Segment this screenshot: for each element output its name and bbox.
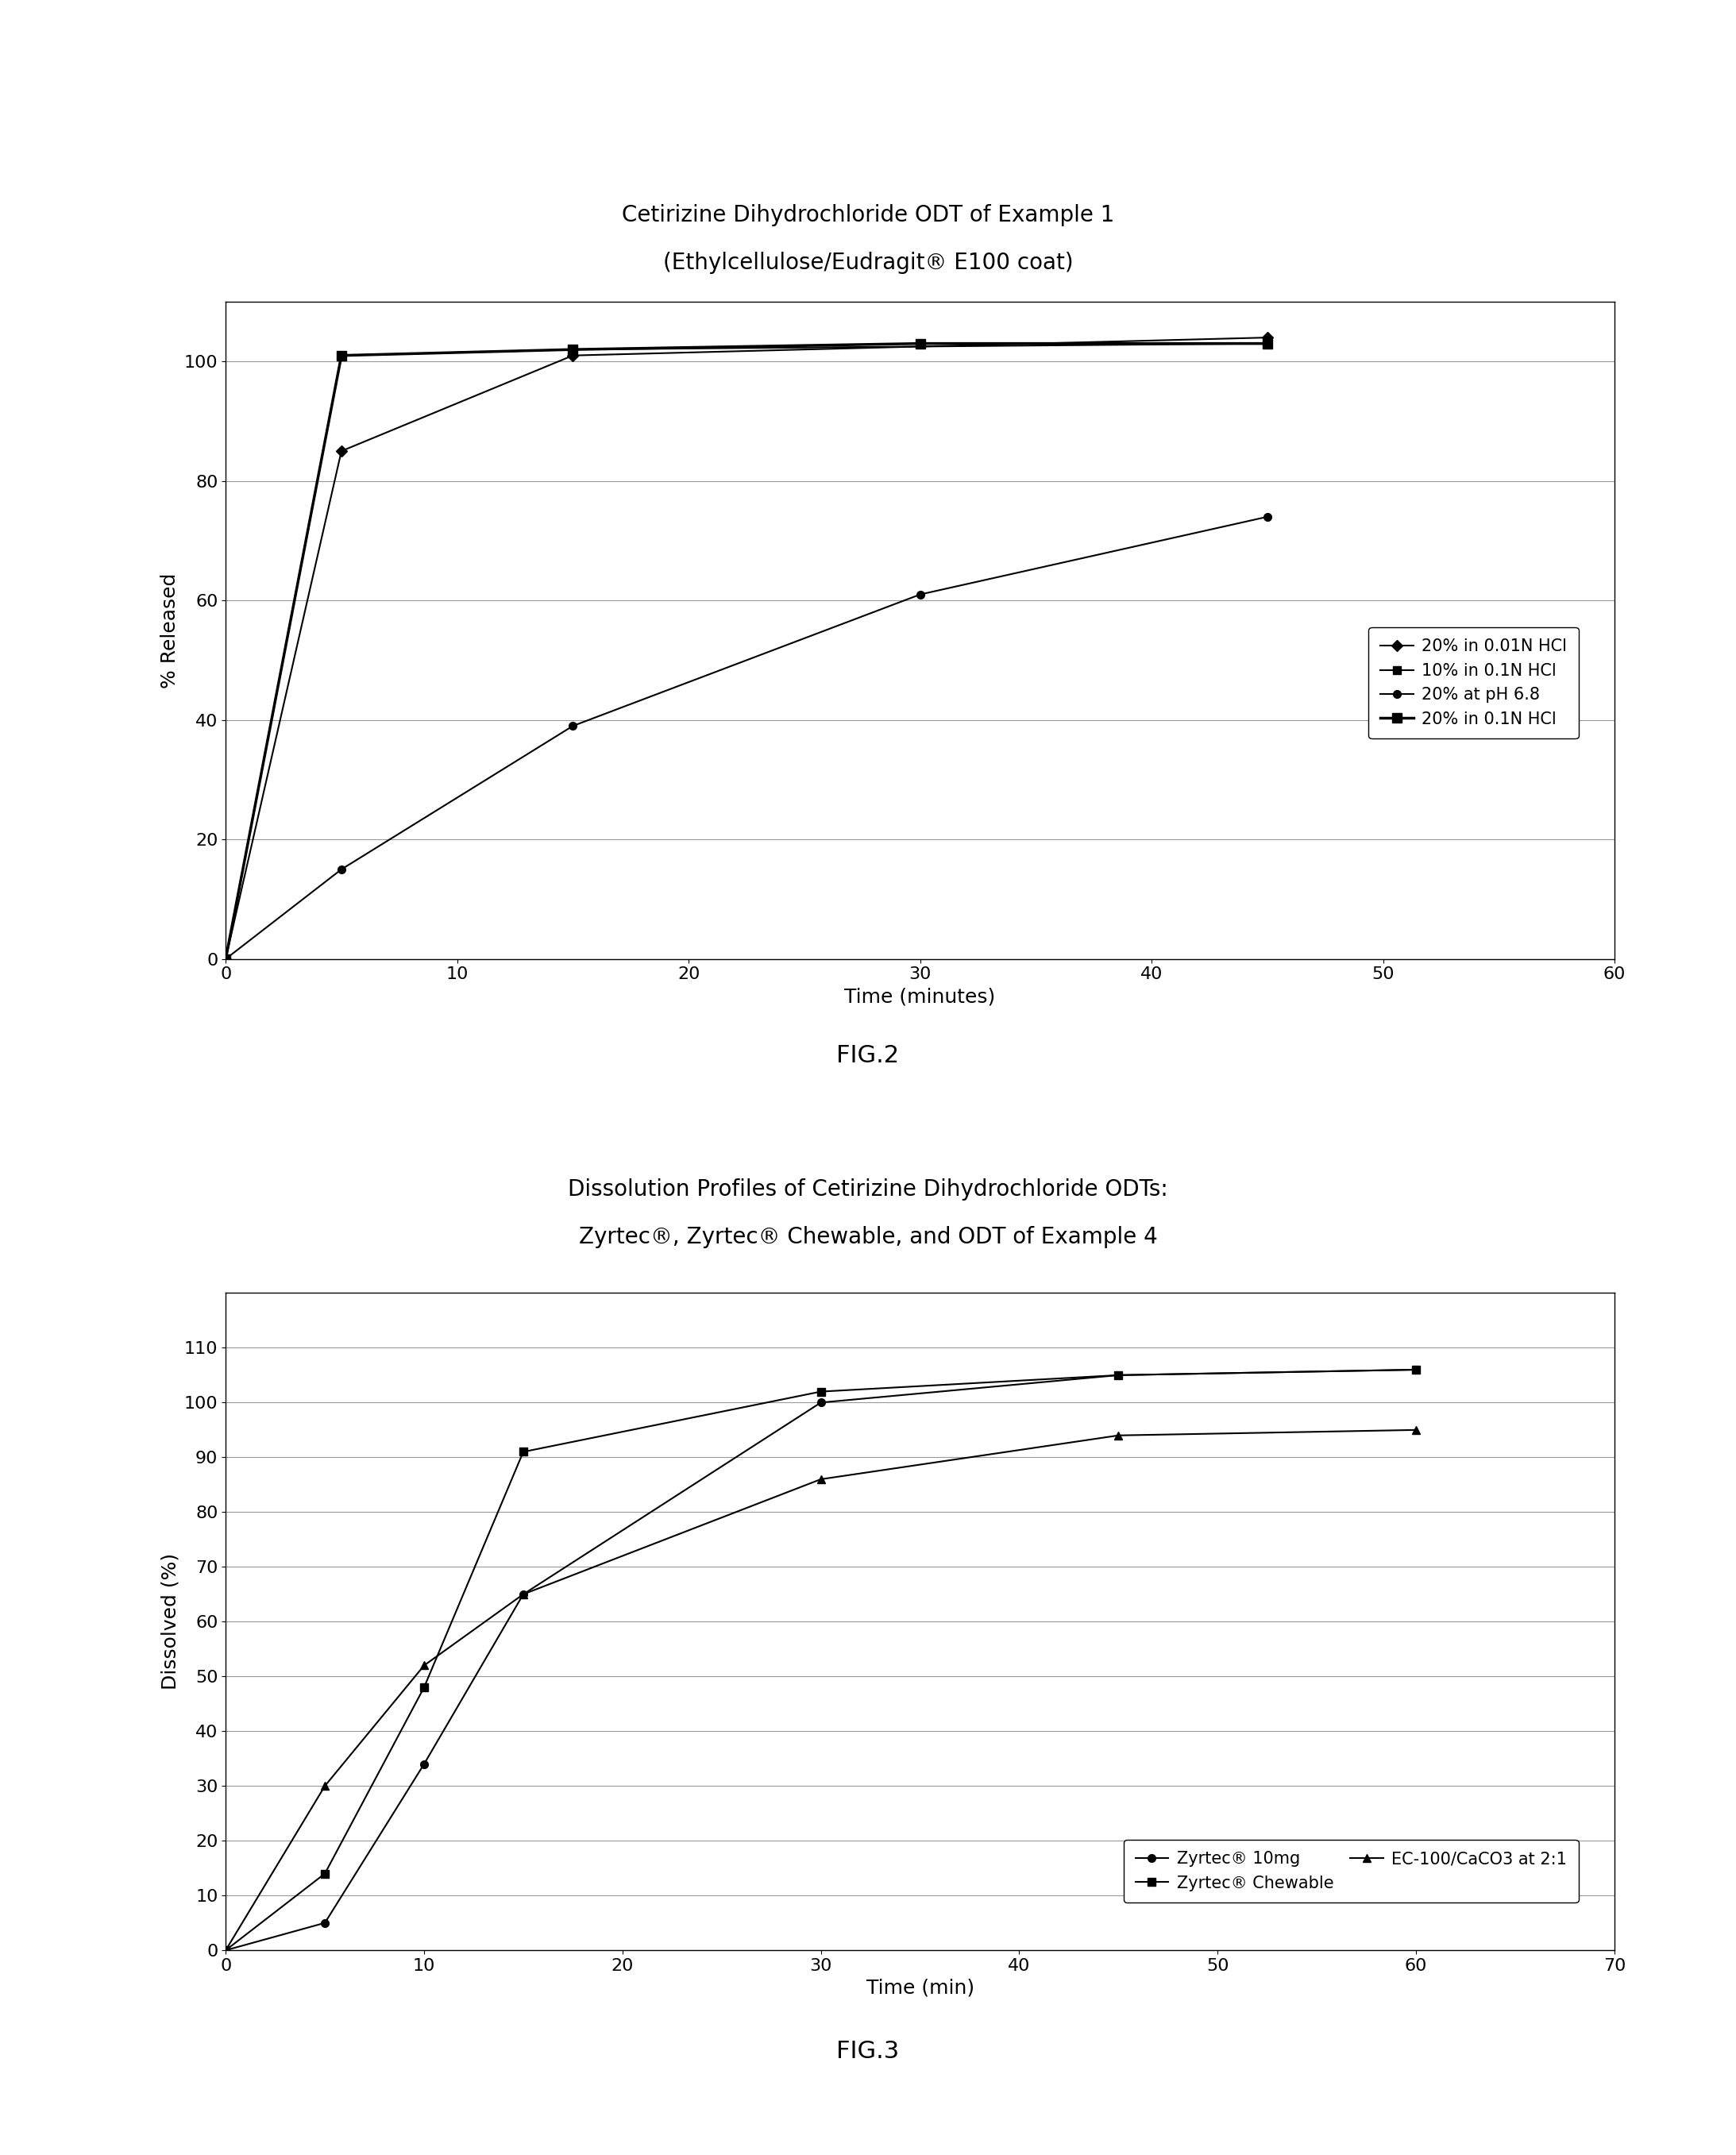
EC-100/CaCO3 at 2:1 (215, 1937, 236, 1963)
10% in 0.1N HCl (562, 336, 583, 362)
Legend: 20% in 0.01N HCl, 10% in 0.1N HCl, 20% at pH 6.8, 20% in 0.1N HCl: 20% in 0.01N HCl, 10% in 0.1N HCl, 20% a… (1368, 627, 1578, 739)
Line: Zyrtec® 10mg: Zyrtec® 10mg (222, 1366, 1420, 1955)
Y-axis label: % Released: % Released (161, 573, 181, 687)
20% in 0.1N HCl (1257, 330, 1278, 356)
Line: 10% in 0.1N HCl: 10% in 0.1N HCl (222, 340, 1271, 963)
Line: 20% in 0.01N HCl: 20% in 0.01N HCl (222, 334, 1271, 963)
Text: Dissolution Profiles of Cetirizine Dihydrochloride ODTs:: Dissolution Profiles of Cetirizine Dihyd… (568, 1179, 1168, 1200)
10% in 0.1N HCl (215, 946, 236, 972)
20% in 0.01N HCl (332, 437, 352, 463)
EC-100/CaCO3 at 2:1 (512, 1582, 533, 1608)
Text: FIG.3: FIG.3 (837, 2041, 899, 2062)
20% in 0.1N HCl (332, 343, 352, 369)
20% at pH 6.8 (562, 713, 583, 739)
Zyrtec® 10mg (1406, 1358, 1427, 1384)
Zyrtec® Chewable (413, 1674, 434, 1700)
EC-100/CaCO3 at 2:1 (1406, 1418, 1427, 1444)
Zyrtec® 10mg (811, 1390, 832, 1416)
X-axis label: Time (minutes): Time (minutes) (844, 987, 996, 1006)
Zyrtec® 10mg (314, 1909, 335, 1935)
EC-100/CaCO3 at 2:1 (1108, 1422, 1128, 1448)
20% in 0.1N HCl (562, 336, 583, 362)
Zyrtec® 10mg (1108, 1362, 1128, 1388)
Line: 20% at pH 6.8: 20% at pH 6.8 (222, 513, 1271, 963)
Line: Zyrtec® Chewable: Zyrtec® Chewable (222, 1366, 1420, 1955)
Zyrtec® Chewable (1406, 1358, 1427, 1384)
20% in 0.01N HCl (562, 343, 583, 369)
Zyrtec® 10mg (413, 1752, 434, 1778)
Y-axis label: Dissolved (%): Dissolved (%) (161, 1554, 181, 1690)
EC-100/CaCO3 at 2:1 (413, 1653, 434, 1679)
20% at pH 6.8 (215, 946, 236, 972)
Zyrtec® 10mg (512, 1582, 533, 1608)
Zyrtec® Chewable (811, 1379, 832, 1405)
20% in 0.1N HCl (215, 946, 236, 972)
20% in 0.01N HCl (215, 946, 236, 972)
Text: (Ethylcellulose/Eudragit® E100 coat): (Ethylcellulose/Eudragit® E100 coat) (663, 252, 1073, 274)
10% in 0.1N HCl (1257, 330, 1278, 356)
Text: FIG.2: FIG.2 (837, 1045, 899, 1067)
20% in 0.1N HCl (910, 330, 930, 356)
Zyrtec® Chewable (215, 1937, 236, 1963)
20% at pH 6.8 (910, 582, 930, 608)
20% in 0.01N HCl (1257, 325, 1278, 351)
Legend: Zyrtec® 10mg, Zyrtec® Chewable, EC-100/CaCO3 at 2:1: Zyrtec® 10mg, Zyrtec® Chewable, EC-100/C… (1123, 1840, 1578, 1903)
Line: EC-100/CaCO3 at 2:1: EC-100/CaCO3 at 2:1 (222, 1427, 1420, 1955)
EC-100/CaCO3 at 2:1 (314, 1774, 335, 1799)
Line: 20% in 0.1N HCl: 20% in 0.1N HCl (220, 338, 1272, 963)
Zyrtec® 10mg (215, 1937, 236, 1963)
Text: Zyrtec®, Zyrtec® Chewable, and ODT of Example 4: Zyrtec®, Zyrtec® Chewable, and ODT of Ex… (578, 1226, 1158, 1248)
EC-100/CaCO3 at 2:1 (811, 1465, 832, 1491)
Zyrtec® Chewable (1108, 1362, 1128, 1388)
20% at pH 6.8 (1257, 504, 1278, 530)
Zyrtec® Chewable (512, 1440, 533, 1465)
Zyrtec® Chewable (314, 1860, 335, 1886)
20% at pH 6.8 (332, 856, 352, 881)
Text: Cetirizine Dihydrochloride ODT of Example 1: Cetirizine Dihydrochloride ODT of Exampl… (621, 205, 1115, 226)
10% in 0.1N HCl (332, 343, 352, 369)
X-axis label: Time (min): Time (min) (866, 1978, 974, 1998)
